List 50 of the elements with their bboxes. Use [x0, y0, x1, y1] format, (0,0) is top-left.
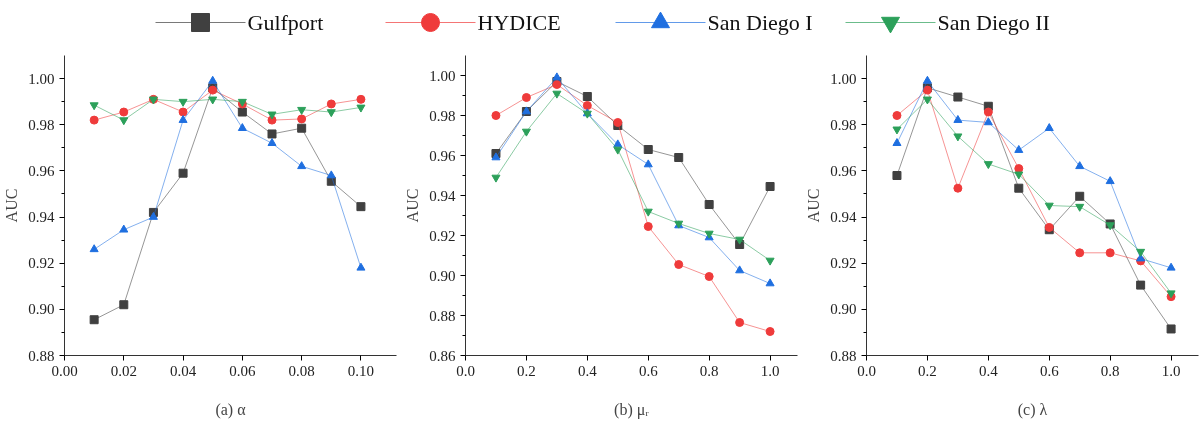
x-tick-label: 0.8: [699, 362, 719, 379]
x-tick-label: 0.00: [51, 362, 78, 379]
x-axis-title: (a) α: [215, 400, 247, 419]
x-tick-label: 0.2: [517, 362, 536, 379]
y-tick-label: 1.00: [830, 70, 857, 87]
x-tick-label: 0.0: [857, 362, 876, 379]
y-tick-label: 1.00: [28, 70, 55, 87]
legend-label: HYDICE: [477, 10, 561, 35]
x-tick-label: 0.8: [1100, 362, 1120, 379]
y-axis-title: AUC: [404, 188, 422, 223]
x-tick-label: 0.06: [229, 362, 256, 379]
y-tick-label: 0.98: [830, 116, 857, 133]
x-tick-label: 0.02: [110, 362, 137, 379]
y-tick-label: 0.94: [28, 209, 55, 226]
y-tick-label: 0.94: [429, 187, 456, 204]
y-tick-label: 0.92: [830, 255, 857, 272]
y-tick-label: 0.86: [429, 347, 456, 364]
y-tick-label: 0.88: [429, 307, 456, 324]
y-tick-label: 0.90: [429, 267, 456, 284]
x-tick-label: 0.4: [978, 362, 999, 379]
x-tick-label: 0.6: [1039, 362, 1060, 379]
x-tick-label: 1.0: [1161, 362, 1181, 379]
legend-label: Gulfport: [247, 10, 324, 35]
x-tick-label: 0.10: [347, 362, 375, 379]
legend-label: San Diego II: [937, 10, 1050, 35]
y-tick-label: 0.98: [28, 116, 55, 133]
y-tick-label: 0.90: [28, 301, 55, 318]
y-axis-title: AUC: [3, 188, 21, 223]
y-tick-label: 0.92: [429, 227, 456, 244]
x-tick-label: 0.2: [918, 362, 937, 379]
y-tick-label: 0.92: [28, 255, 55, 272]
x-tick-label: 1.0: [760, 362, 780, 379]
y-tick-label: 0.96: [429, 147, 456, 164]
x-tick-label: 0.6: [638, 362, 659, 379]
x-tick-label: 0.0: [456, 362, 475, 379]
legend-label: San Diego I: [707, 10, 813, 35]
y-tick-label: 0.96: [830, 162, 857, 179]
x-tick-label: 0.4: [577, 362, 598, 379]
y-tick-label: 0.88: [28, 347, 55, 364]
y-tick-label: 1.00: [429, 67, 456, 84]
y-tick-label: 0.90: [830, 301, 857, 318]
y-tick-label: 0.96: [28, 162, 55, 179]
x-axis-title: (b) μᵣ: [614, 400, 650, 419]
y-tick-label: 0.98: [429, 107, 456, 124]
x-axis-title: (c) λ: [1017, 400, 1048, 419]
y-axis-title: AUC: [805, 188, 823, 223]
y-tick-label: 0.94: [830, 209, 857, 226]
x-tick-label: 0.08: [288, 362, 315, 379]
x-tick-label: 0.04: [169, 362, 197, 379]
y-tick-label: 0.88: [830, 347, 857, 364]
